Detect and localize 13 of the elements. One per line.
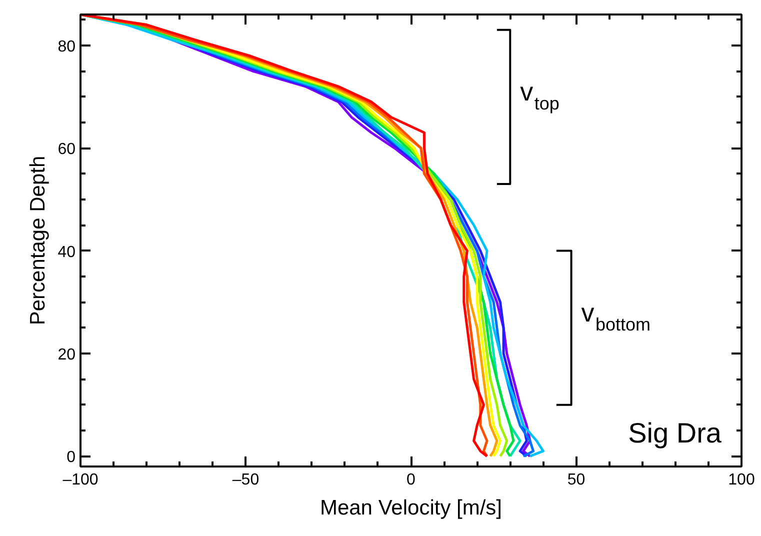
y-tick-label: 60 xyxy=(58,141,76,158)
x-tick-label: 100 xyxy=(728,472,755,488)
y-tick-label: 40 xyxy=(58,244,76,261)
x-tick-label: –50 xyxy=(232,472,260,488)
x-axis-title: Mean Velocity [m/s] xyxy=(320,496,502,520)
y-tick-label: 0 xyxy=(66,449,76,466)
y-tick-label: 80 xyxy=(58,38,76,56)
y-tick-label: 20 xyxy=(58,346,76,364)
y-axis-title: Percentage Depth xyxy=(26,156,50,326)
x-tick-label: 0 xyxy=(406,472,416,488)
annotation: Sig Dra xyxy=(628,418,722,448)
x-tick-label: –100 xyxy=(62,472,98,488)
x-tick-label: 50 xyxy=(567,472,586,488)
